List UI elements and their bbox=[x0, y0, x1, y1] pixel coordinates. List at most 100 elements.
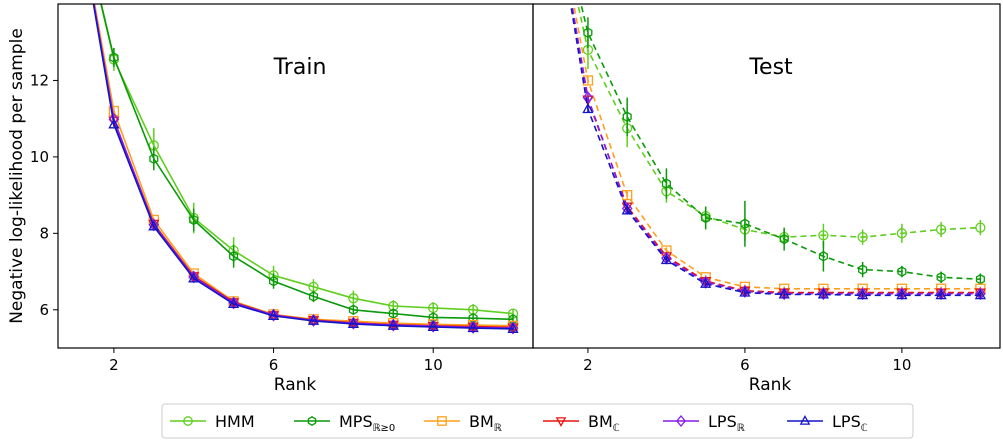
legend-label-lpsc: LPSℂ bbox=[832, 412, 868, 434]
test-series-bmc bbox=[570, 4, 986, 299]
test-hmm-point bbox=[818, 230, 829, 241]
test-x-tick-label: 2 bbox=[583, 356, 593, 374]
train-lpsr-point bbox=[467, 320, 479, 334]
train-lpsr-point bbox=[387, 318, 399, 332]
train-x-tick-label: 10 bbox=[424, 356, 443, 374]
train-mps-point bbox=[189, 214, 199, 226]
legend-entry-hmm: HMM bbox=[170, 412, 255, 431]
test-lpsc-point bbox=[700, 277, 712, 288]
test-panel: 2 6 10 Test Rank bbox=[532, 3, 1001, 395]
train-lpsc-point bbox=[347, 317, 359, 328]
legend-swatch-marker bbox=[555, 417, 567, 427]
train-series-bmr bbox=[93, 4, 519, 331]
test-lpsc-point bbox=[621, 204, 633, 215]
test-lpsr-point bbox=[818, 287, 829, 301]
test-series-mps bbox=[580, 4, 985, 285]
legend-swatch-marker bbox=[437, 416, 447, 426]
legend-entry-lpsr: LPSℝ bbox=[663, 412, 745, 434]
train-series-lpsc bbox=[92, 4, 519, 333]
legend-entry-mps: MPSℝ≥0 bbox=[294, 412, 395, 434]
train-lpsc-point bbox=[467, 321, 479, 333]
train-panel: 2 6 10 6 8 10 12 Train Rank Negative log-likel… bbox=[7, 3, 534, 395]
train-hmm-line bbox=[100, 4, 514, 315]
test-bmc-line bbox=[570, 4, 981, 294]
test-lpsc-point bbox=[974, 288, 986, 300]
test-lpsc-point bbox=[582, 102, 594, 114]
test-mps-point bbox=[661, 178, 671, 189]
train-lpsc-point bbox=[228, 297, 240, 309]
train-series-lpsr bbox=[93, 4, 519, 335]
train-lpsc-point bbox=[387, 319, 399, 330]
test-mps-point bbox=[740, 218, 750, 230]
legend-swatch-marker bbox=[799, 415, 811, 425]
test-lpsc-point bbox=[896, 288, 908, 300]
train-bmr-point bbox=[388, 318, 399, 329]
train-mps-point bbox=[229, 251, 239, 262]
train-lpsr-point bbox=[348, 316, 359, 330]
train-lpsr-point bbox=[427, 319, 439, 333]
test-mps-point bbox=[818, 251, 828, 262]
train-x-tick-label: 6 bbox=[269, 356, 279, 374]
train-series-hmm bbox=[100, 4, 519, 319]
train-mps-point bbox=[308, 291, 319, 302]
train-bmr-line bbox=[93, 4, 514, 327]
train-mps-point bbox=[109, 52, 119, 63]
test-lpsc-point bbox=[660, 253, 672, 265]
legend-frame bbox=[161, 403, 914, 439]
train-x-tick-label: 2 bbox=[109, 356, 119, 374]
test-mps-point bbox=[936, 272, 946, 283]
test-mps-point bbox=[701, 212, 711, 224]
test-hmm-point bbox=[935, 224, 947, 235]
train-lpsr-point bbox=[228, 296, 239, 310]
train-series-mps bbox=[100, 4, 518, 325]
train-bmr-point bbox=[348, 316, 359, 327]
legend-swatch-marker bbox=[183, 416, 193, 426]
legend-entry-lpsc: LPSℂ bbox=[787, 412, 868, 434]
train-lpsr-point bbox=[507, 321, 519, 335]
test-hmm-point bbox=[857, 232, 868, 243]
test-x-axis-label: Rank bbox=[749, 375, 792, 395]
train-mps-line bbox=[100, 4, 514, 321]
train-y-tick-label: 10 bbox=[30, 148, 49, 166]
test-lpsc-point bbox=[857, 288, 869, 300]
legend-entry-bmr: BMℝ bbox=[424, 412, 502, 434]
test-lpsc-point bbox=[817, 288, 829, 299]
legend: HMM MPSℝ≥0 BMℝ BMℂ LPSℝ LPSℂ bbox=[161, 403, 914, 439]
train-lpsc-point bbox=[108, 118, 120, 129]
train-lpsc-point bbox=[307, 314, 320, 325]
test-bmr-line bbox=[572, 4, 981, 290]
legend-entry-bmc: BMℂ bbox=[543, 412, 620, 434]
legend-label-bmr: BMℝ bbox=[469, 412, 502, 434]
test-lpsr-point bbox=[778, 287, 790, 301]
legend-label-bmc: BMℂ bbox=[588, 412, 620, 434]
test-hmm-point bbox=[975, 222, 986, 233]
test-hmm-line bbox=[577, 4, 981, 239]
train-bmc-line bbox=[92, 4, 514, 329]
test-mps-point bbox=[779, 233, 789, 245]
test-series-lpsc bbox=[569, 4, 986, 300]
train-panel-title: Train bbox=[273, 55, 327, 80]
test-mps-point bbox=[622, 111, 632, 123]
train-lpsr-line bbox=[93, 4, 514, 329]
train-y-tick-label: 8 bbox=[39, 224, 49, 242]
train-lpsc-point bbox=[267, 309, 280, 320]
train-mps-point bbox=[149, 153, 159, 165]
test-x-tick-label: 6 bbox=[740, 356, 750, 374]
test-mps-line bbox=[580, 4, 981, 280]
legend-label-lpsr: LPSℝ bbox=[708, 412, 745, 434]
test-series-hmm bbox=[577, 4, 986, 247]
legend-label-hmm: HMM bbox=[215, 412, 255, 431]
train-mps-point bbox=[348, 304, 358, 316]
train-mps-point bbox=[268, 275, 279, 287]
legend-swatch-marker bbox=[675, 414, 687, 428]
test-hmm-point bbox=[896, 228, 908, 239]
train-lpsr-point bbox=[308, 314, 319, 327]
test-mps-point bbox=[583, 27, 593, 38]
test-series-bmr bbox=[572, 4, 986, 294]
train-y-tick-label: 6 bbox=[39, 301, 49, 319]
train-lpsc-point bbox=[507, 322, 519, 333]
y-axis-label: Negative log-likelihood per sample bbox=[7, 28, 27, 324]
train-lpsc-point bbox=[427, 320, 439, 332]
test-axes-frame bbox=[532, 3, 1001, 349]
